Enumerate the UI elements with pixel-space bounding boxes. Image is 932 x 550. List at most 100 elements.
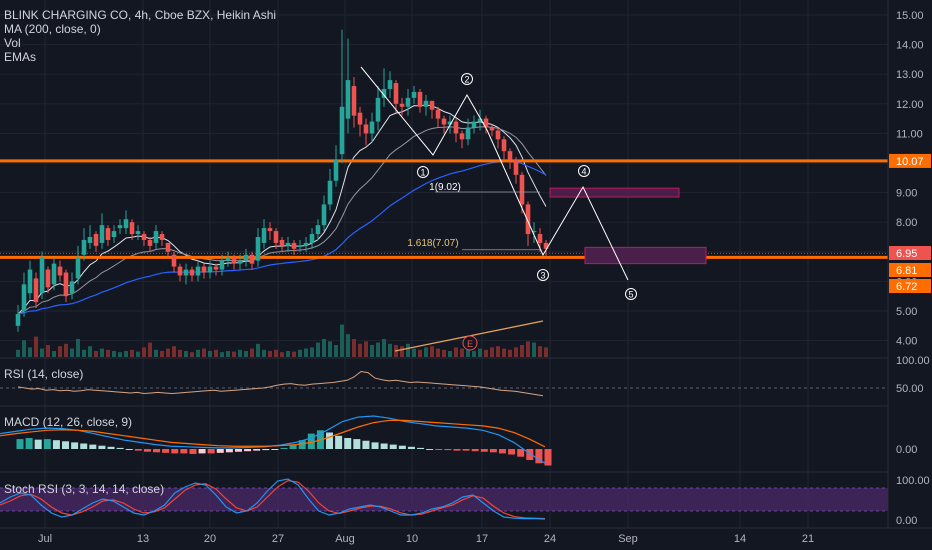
macd-hist-bar: [344, 438, 352, 449]
main-legend: BLINK CHARGING CO, 4h, Cboe BZX, Heikin …: [4, 8, 276, 64]
candle-body: [453, 121, 459, 134]
macd-hist-bar: [480, 449, 488, 452]
volume-bar: [400, 346, 404, 357]
price-tick: 13.00: [896, 69, 924, 81]
macd-hist-bar: [508, 449, 516, 455]
volume-bar: [286, 351, 290, 357]
candle-body: [279, 239, 285, 246]
macd-hist-bar: [326, 432, 334, 449]
vol-legend[interactable]: Vol: [4, 36, 21, 50]
wave-1-label: 1: [420, 168, 425, 178]
volume-bar: [292, 351, 296, 357]
volume-bar: [52, 351, 56, 357]
wave-4-label-circle: [578, 165, 590, 177]
volume-bar: [322, 339, 326, 357]
volume-bar: [112, 351, 116, 357]
time-tick: 20: [204, 533, 216, 545]
candle-body: [495, 130, 501, 140]
candle-body: [45, 269, 51, 288]
macd-hist-bar: [52, 440, 60, 449]
macd-hist-bar: [244, 449, 252, 452]
candle-body: [315, 225, 321, 235]
macd-hist-bar: [80, 443, 88, 449]
candle-body: [201, 266, 207, 273]
stoch-d-line: [0, 479, 546, 520]
volume-bar: [64, 343, 68, 357]
candle-body: [447, 121, 453, 125]
volume-bar: [484, 349, 488, 357]
candle-body: [207, 266, 213, 273]
time-tick: 24: [544, 533, 556, 545]
emas-legend[interactable]: EMAs: [4, 50, 37, 64]
rsi-line: [17, 370, 544, 397]
macd-hist-bar: [471, 449, 479, 452]
wave-2-label-circle: [461, 73, 473, 85]
candle-body: [465, 127, 471, 140]
volume-bar: [196, 349, 200, 357]
rsi-legend[interactable]: RSI (14, close): [4, 367, 84, 381]
stoch-k-line: [0, 478, 546, 520]
candle-body: [99, 225, 105, 243]
target-zone-upper: [549, 187, 680, 198]
candle-body: [249, 254, 255, 264]
candle-body: [51, 263, 57, 285]
volume-bar: [448, 351, 452, 357]
volume-bar: [436, 348, 440, 357]
candle-body: [501, 139, 507, 152]
candle-body: [291, 242, 297, 249]
price-tick: 5.00: [896, 306, 917, 318]
chart-title[interactable]: BLINK CHARGING CO, 4h, Cboe BZX, Heikin …: [4, 8, 277, 22]
volume-bar: [274, 349, 278, 357]
macd-legend[interactable]: MACD (12, 26, close, 9): [4, 415, 133, 429]
volume-bar: [346, 334, 350, 357]
macd-hist-bar: [25, 438, 33, 449]
macd-hist-bar: [162, 449, 170, 453]
volume-bar: [226, 351, 230, 357]
macd-hist-bar: [253, 449, 261, 451]
volume-bar: [454, 347, 458, 357]
candle-body: [189, 269, 195, 276]
volume-bar: [358, 343, 362, 357]
volume-bar: [268, 351, 272, 357]
candle-body: [369, 121, 375, 134]
wave-3-label-circle: [537, 269, 549, 281]
macd-hist-bar: [426, 449, 434, 450]
candle-body: [405, 97, 411, 107]
candle-body: [237, 260, 243, 264]
candle-body: [87, 237, 93, 243]
volume-bar: [136, 351, 140, 357]
candle-body: [75, 257, 81, 279]
macd-hist-bar: [444, 449, 452, 451]
candle-body: [411, 91, 417, 98]
candle-body: [459, 133, 465, 140]
volume-bar: [496, 346, 500, 357]
target-zones: [549, 187, 707, 265]
candle-body: [357, 112, 363, 125]
macd-hist-bar: [262, 449, 270, 451]
price-badge-bg: [889, 263, 931, 277]
time-tick: 13: [137, 533, 149, 545]
time-tick: 14: [734, 533, 746, 545]
macd-hist-bar: [234, 449, 242, 452]
candle-body: [309, 234, 315, 243]
candle-body: [117, 225, 123, 229]
volume-bar: [22, 340, 26, 357]
ma-legend[interactable]: MA (200, close, 0): [4, 22, 101, 36]
wave-2-label: 2: [464, 75, 469, 85]
wave-5-label-circle: [625, 288, 637, 300]
rsi-tick: 50.00: [896, 383, 924, 395]
stoch-rsi-pane: [0, 471, 932, 520]
volume-bar: [412, 348, 416, 357]
volume-bar: [124, 351, 128, 357]
candle-body: [297, 245, 303, 247]
candle-body: [363, 124, 369, 134]
candle-body: [33, 278, 39, 303]
candle-body: [243, 254, 249, 261]
price-badge: 6.72: [896, 281, 917, 293]
price-badge-bg: [889, 153, 931, 168]
volume-bar: [262, 349, 266, 357]
macd-hist-bar: [353, 439, 361, 449]
volume-bar: [280, 352, 284, 357]
stoch-legend[interactable]: Stoch RSI (3, 3, 14, 14, close): [4, 482, 165, 496]
